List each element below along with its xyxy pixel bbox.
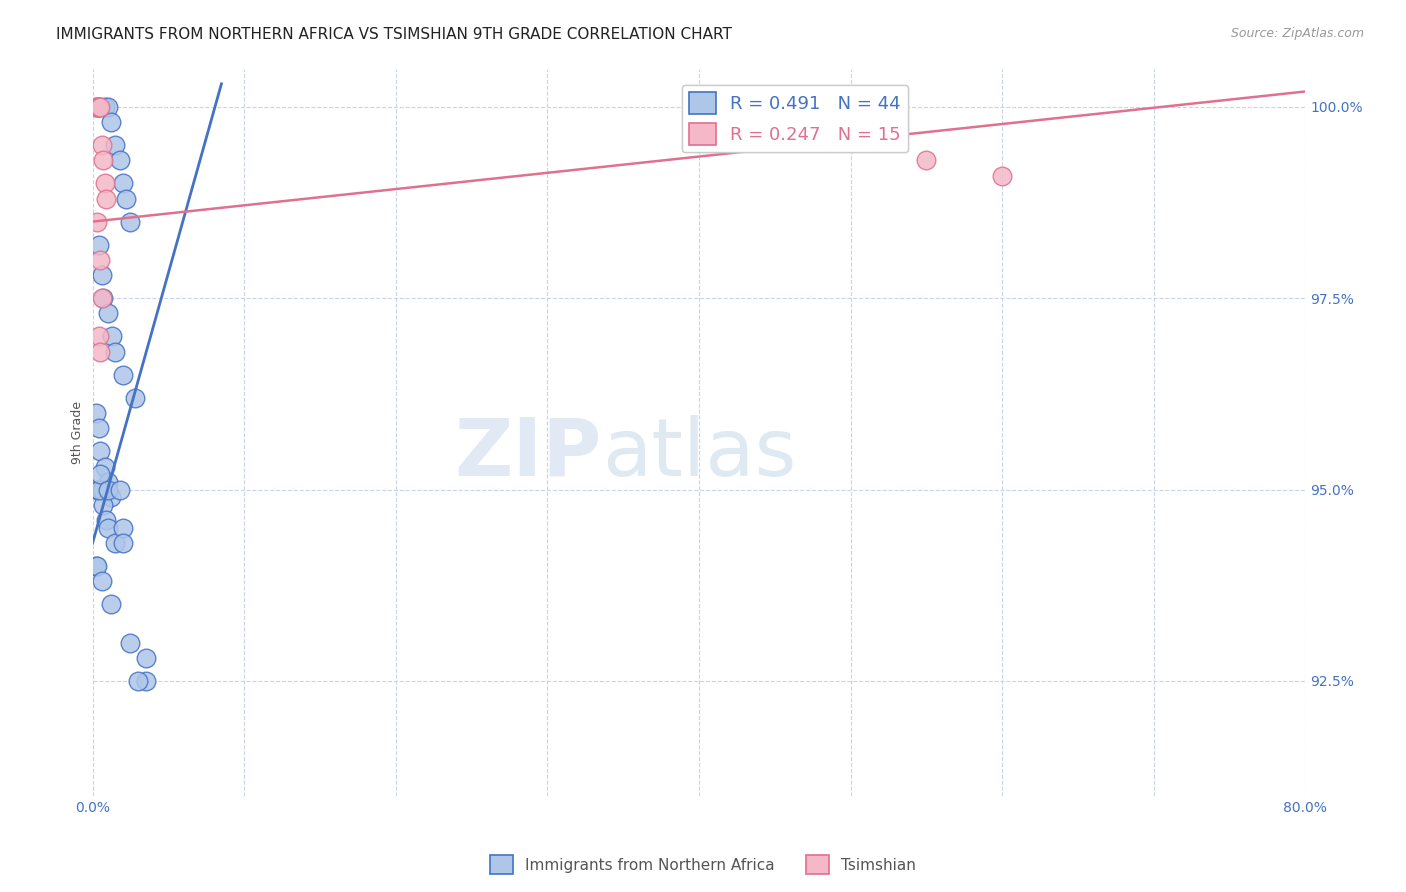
Text: ZIP: ZIP (454, 415, 602, 493)
Point (120, 635, 142, 649)
Point (111, 177, 134, 191)
Point (84, 406, 107, 420)
Point (115, 192, 138, 206)
Point (90, 138, 112, 153)
Point (104, 138, 127, 153)
Point (90, 574, 112, 589)
Point (91, 153, 114, 168)
Point (86, 559, 108, 574)
Point (127, 673, 149, 688)
Point (84, 559, 107, 574)
Text: Source: ZipAtlas.com: Source: ZipAtlas.com (1230, 27, 1364, 40)
Point (991, 169, 1014, 183)
Point (915, 153, 938, 168)
Point (124, 391, 146, 405)
Point (90, 483, 112, 497)
Point (97, 306, 120, 320)
Point (100, 490, 122, 504)
Point (111, 521, 134, 535)
Point (86, 483, 108, 497)
Point (108, 153, 131, 168)
Point (87, 329, 110, 343)
Point (100, 598, 122, 612)
Point (97, 475, 120, 489)
Legend: Immigrants from Northern Africa, Tsimshian: Immigrants from Northern Africa, Tsimshi… (484, 849, 922, 880)
Point (108, 483, 131, 497)
Point (91, 498, 114, 512)
Text: atlas: atlas (602, 415, 796, 493)
Point (101, 329, 124, 343)
Point (96, 192, 118, 206)
Point (86, 100, 108, 114)
Point (89, 444, 111, 458)
Point (89, 344, 111, 359)
Point (135, 651, 157, 665)
Point (111, 368, 134, 382)
Point (91, 291, 114, 305)
Point (84, 100, 107, 114)
Point (97, 100, 120, 114)
Point (87, 421, 110, 435)
Point (93, 177, 115, 191)
Point (93, 459, 115, 474)
Point (89, 100, 111, 114)
Y-axis label: 9th Grade: 9th Grade (72, 401, 84, 464)
Point (90, 291, 112, 305)
Point (97, 483, 120, 497)
Point (93, 100, 115, 114)
Point (86, 100, 108, 114)
Point (135, 673, 157, 688)
Point (104, 344, 127, 359)
Point (87, 100, 110, 114)
Point (96, 513, 118, 527)
Point (111, 536, 134, 550)
Point (89, 100, 111, 114)
Point (86, 214, 108, 228)
Text: IMMIGRANTS FROM NORTHERN AFRICA VS TSIMSHIAN 9TH GRADE CORRELATION CHART: IMMIGRANTS FROM NORTHERN AFRICA VS TSIMS… (56, 27, 733, 42)
Point (89, 252, 111, 267)
Point (104, 536, 127, 550)
Point (100, 115, 122, 129)
Point (97, 521, 120, 535)
Point (90, 268, 112, 283)
Legend: R = 0.491   N = 44, R = 0.247   N = 15: R = 0.491 N = 44, R = 0.247 N = 15 (682, 85, 908, 153)
Point (89, 467, 111, 482)
Point (87, 483, 110, 497)
Point (87, 237, 110, 252)
Point (120, 214, 142, 228)
